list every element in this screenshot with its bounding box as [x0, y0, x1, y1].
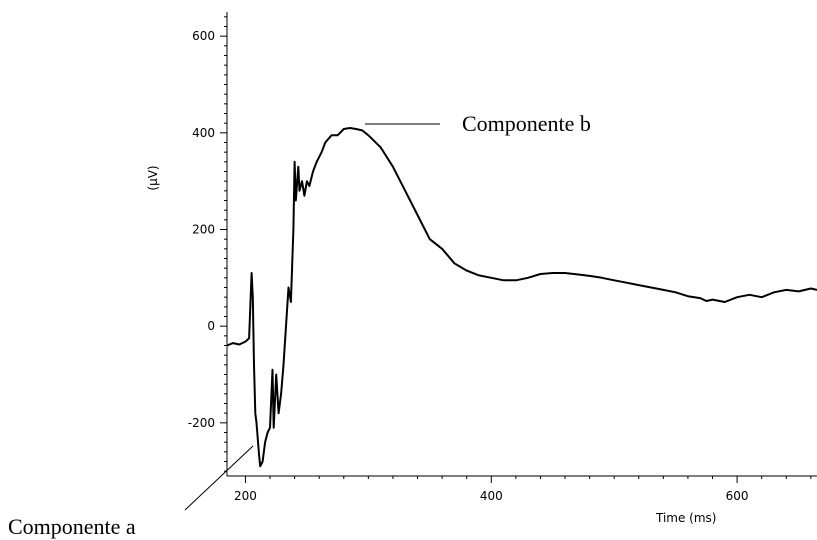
x-ticks: 200 400 600 — [234, 476, 749, 503]
y-tick-label: -200 — [188, 416, 215, 430]
y-minor-ticks — [224, 16, 227, 472]
y-axis-title: (µV) — [146, 165, 160, 190]
series-line — [226, 127, 817, 468]
y-tick-label: 400 — [192, 126, 215, 140]
x-minor-ticks — [269, 476, 812, 479]
y-ticks: 600 400 200 0 -200 — [188, 29, 227, 430]
x-tick-label: 600 — [726, 489, 749, 503]
plot-area: 600 400 200 0 -200 200 400 600 — [188, 12, 817, 503]
x-tick-label: 400 — [480, 489, 503, 503]
x-tick-label: 200 — [234, 489, 257, 503]
y-tick-label: 0 — [207, 319, 215, 333]
annotation-b-label: Componente b — [462, 111, 591, 136]
y-tick-label: 600 — [192, 29, 215, 43]
y-tick-label: 200 — [192, 223, 215, 237]
annotation-a-leader — [184, 445, 254, 511]
annotation-a-label: Componente a — [8, 514, 136, 539]
x-axis-title: Time (ms) — [655, 511, 717, 525]
